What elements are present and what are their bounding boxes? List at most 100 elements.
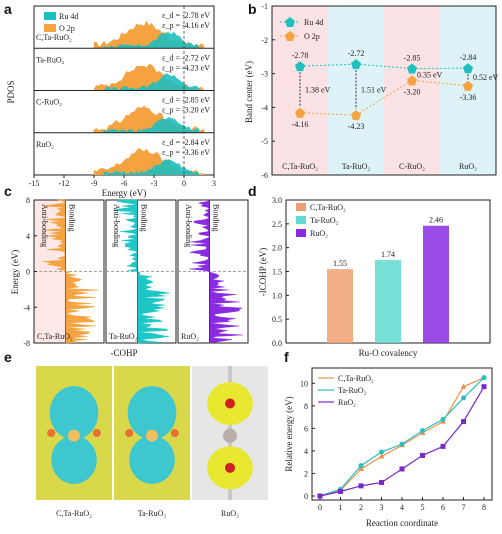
category-label: C,Ta-RuO₂ (282, 162, 318, 171)
x-tick-label: -15 (29, 179, 40, 188)
charge-lobe-upper (127, 386, 177, 440)
bar-value-label: 2.46 (429, 216, 443, 225)
panel-d: d 3.0 2.5 2.0 1.5 1.0 0.5 0.0 1.55 1.74 2.46 C,T… (248, 183, 491, 358)
pdos-row-label: Ta-RuO₂ (36, 55, 65, 64)
y-tick-label: 2 (304, 469, 308, 478)
panel-f-legend: C,Ta-RuO₂ Ta-RuO₂ RuO₂ (318, 374, 374, 407)
panel-e: e -COHP C,Ta-RuO₂ Ta-RuO₂ RuO₂ (4, 348, 268, 518)
legend-label: C,Ta-RuO₂ (310, 203, 346, 212)
legend-label: RuO₂ (310, 229, 328, 238)
panel-f-letter: f (284, 349, 289, 365)
category-band (328, 6, 384, 175)
panel-b-ylabel: Band center (eV) (244, 61, 254, 123)
point-marker (440, 416, 446, 422)
y-tick-label: 10 (300, 379, 308, 388)
y-tick-label: 1.5 (272, 268, 282, 277)
category-label: C-RuO₂ (399, 162, 425, 171)
bar-value-label: 1.55 (333, 259, 347, 268)
point-marker (420, 428, 425, 434)
panel-c-yticks: 8 4 0 -4 -8 (23, 196, 37, 348)
o-atom (225, 462, 235, 473)
legend-ru-text: Ru 4d (304, 18, 323, 27)
legend-label: RuO₂ (338, 398, 356, 407)
pdos-row-label: C,Ta-RuO₂ (36, 33, 72, 42)
point-marker (358, 465, 364, 471)
pdos-rows: C,Ta-RuO₂ ε_d = -2.78 eVε_p = -4.16 eV Ta-… (34, 6, 214, 176)
point-marker (407, 75, 417, 86)
cohp-fill (189, 199, 243, 344)
o-atom (170, 429, 179, 437)
charge-lobe-lower (129, 435, 175, 484)
y-tick-label: -4 (23, 303, 30, 312)
o-atom (225, 398, 235, 409)
x-tick-label: 0 (182, 179, 186, 188)
y-tick-label: 0.5 (272, 315, 282, 324)
panel-b-letter: b (248, 1, 257, 17)
render-label: RuO₂ (221, 509, 239, 518)
point-marker (407, 63, 417, 74)
point-marker (481, 375, 487, 381)
panel-f-xlabel: Reaction coordinate (366, 518, 438, 528)
pdos-row-label: RuO₂ (36, 140, 54, 149)
o-atom (47, 429, 56, 437)
legend-o-text: O 2p (304, 32, 320, 41)
panel-c-ylabel: Energy (eV) (10, 250, 20, 295)
o2p-fill (93, 20, 205, 49)
y-tick-label: 4 (26, 232, 30, 241)
point-marker (378, 453, 385, 459)
y-tick-label: -1 (261, 2, 268, 11)
legend-o-label: O 2p (59, 24, 75, 33)
point-marker (338, 488, 343, 494)
x-tick-label: 3 (212, 179, 216, 188)
legend-ru-label: Ru 4d (59, 12, 78, 21)
x-tick-label: 3 (380, 503, 384, 512)
cohp-fill (113, 199, 170, 344)
ed-label: ε_d = -2.78 eV (162, 11, 210, 20)
render-label: C,Ta-RuO₂ (56, 509, 92, 518)
y-tick-label: -2 (261, 36, 268, 45)
point-label: -4.23 (348, 122, 365, 131)
gap-label: 0.35 eV (417, 70, 443, 79)
panel-a-xticks: -15 -12 -9 -6 -3 0 3 (29, 175, 216, 188)
x-tick-label: 6 (441, 503, 445, 512)
series-line (319, 377, 485, 497)
panel-b-yticks: -1 -2 -3 -4 -5 -6 (261, 2, 275, 180)
panel-d-bars: 1.55 1.74 2.46 (327, 216, 449, 343)
category-label: Ta-RuO₂ (342, 162, 371, 171)
x-tick-label: 2 (359, 503, 363, 512)
charge-density-images: C,Ta-RuO₂ Ta-RuO₂ RuO₂ (36, 366, 268, 518)
ep-label: ε_p = -3.36 eV (162, 148, 210, 157)
ru4d-fill (103, 159, 200, 176)
legend-label: Ta-RuO₂ (310, 216, 339, 225)
panel-a-xlabel: Energy (eV) (102, 188, 147, 198)
charge-lobe-upper (49, 386, 99, 440)
anti-bonding-label: Anti-bonding (40, 204, 49, 247)
x-tick-label: 1 (339, 503, 343, 512)
x-tick-label: -9 (91, 179, 98, 188)
point-marker (351, 59, 361, 70)
y-tick-label: 3.0 (272, 196, 282, 205)
o-atom (92, 429, 101, 437)
pdos-row-label: C-RuO₂ (36, 98, 62, 107)
panel-a: a C,Ta-RuO₂ ε_d = -2.78 eVε_p = -4.16 eV T… (4, 1, 216, 198)
gap-label: 1.38 eV (305, 85, 331, 94)
x-tick-label: 7 (462, 503, 466, 512)
point-label: -4.16 (292, 120, 309, 129)
point-marker (461, 419, 466, 425)
charge-lobe-lower (51, 435, 97, 484)
panel-a-letter: a (4, 1, 12, 17)
point-marker (440, 443, 446, 449)
point-marker (351, 110, 361, 121)
panel-e-letter: e (4, 349, 12, 365)
ru4d-fill (103, 117, 200, 133)
y-tick-label: -4 (261, 103, 268, 112)
x-tick-label: 0 (318, 503, 322, 512)
point-marker (399, 441, 405, 447)
anti-bonding-label: Anti-bonding (112, 204, 121, 247)
bar (375, 260, 401, 343)
y-tick-label: 1.0 (272, 291, 282, 300)
series-line (299, 79, 469, 116)
y-tick-label: 6 (304, 424, 308, 433)
y-tick-label: -8 (23, 339, 30, 348)
